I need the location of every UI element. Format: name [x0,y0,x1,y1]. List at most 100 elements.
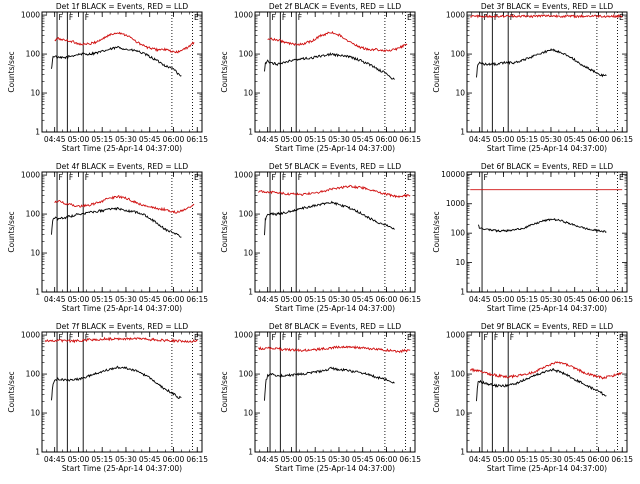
event-marker-label: F [85,333,89,342]
panel-det-5f: Det 5f BLACK = Events, RED = LLD 1 10 100 10… [220,162,421,313]
event-marker-label: F [69,333,73,342]
x-tick-label: 06:15 [399,135,421,144]
series-line-events [476,48,607,78]
series-line-lld [54,194,195,214]
x-tick-label: 05:45 [352,295,374,304]
x-tick-label: 06:15 [611,295,633,304]
series-line-lld [258,184,411,199]
y-tick-label: 100 [451,50,466,59]
panel-title: Det 2f BLACK = Events, RED = LLD [269,2,402,11]
y-tick-label: 10 [243,89,253,98]
y-tick-label: 1 [248,448,253,457]
plot-frame [41,331,203,453]
x-tick-label: 05:15 [91,295,113,304]
y-axis-label: Counts/sec [7,51,16,92]
panel-det-8f: Det 8f BLACK = Events, RED = LLD 1 10 100 10… [220,322,421,473]
event-marker-label: F [59,173,63,182]
y-axis-label: Counts/sec [220,51,229,92]
y-axis-label: Counts/sec [432,51,441,92]
y-tick-label: 1000 [21,11,40,20]
y-tick-label: 1 [35,448,40,457]
panel-det-6f: Det 6f BLACK = Events, RED = LLD 1 10 100 10… [432,162,633,313]
event-marker-label: F [59,13,63,22]
y-tick-label: 10 [455,409,465,418]
y-tick-label: 100 [451,229,466,238]
y-tick-label: 1000 [446,331,465,340]
panel-det-9f: Det 9f BLACK = Events, RED = LLD 1 10 100 10… [432,322,633,473]
x-tick-label: 04:45 [44,455,66,464]
y-axis-label: Counts/sec [432,371,441,412]
x-tick-label: 06:00 [163,455,185,464]
x-tick-label: 05:00 [281,455,303,464]
x-axis-label: Start Time (25-Apr-14 04:37:00) [62,464,182,473]
y-tick-label: 10 [455,258,465,267]
x-tick-label: 05:45 [564,135,586,144]
x-tick-label: 04:45 [469,295,491,304]
y-axis-label: Counts/sec [7,371,16,412]
x-tick-label: 06:15 [399,455,421,464]
y-tick-label: 10 [30,409,40,418]
x-tick-label: 05:15 [516,455,538,464]
x-tick-label: 05:15 [516,295,538,304]
x-tick-label: 06:00 [163,135,185,144]
x-tick-label: 06:15 [611,455,633,464]
event-marker-label: F [272,13,276,22]
panel-det-4f: Det 4f BLACK = Events, RED = LLD 1 10 100 10… [7,162,208,313]
y-tick-label: 1 [460,288,465,297]
x-tick-label: 05:30 [328,295,350,304]
panel-det-1f: Det 1f BLACK = Events, RED = LLD 1 10 100 10… [7,2,208,153]
x-tick-label: 05:45 [352,135,374,144]
x-tick-label: 04:45 [44,295,66,304]
x-tick-label: 05:45 [564,295,586,304]
panel-title: Det 4f BLACK = Events, RED = LLD [56,162,189,171]
x-tick-label: 05:00 [281,135,303,144]
y-tick-label: 10 [243,249,253,258]
y-axis-label: Counts/sec [220,211,229,252]
y-tick-label: 100 [26,210,41,219]
x-tick-label: 06:15 [186,455,208,464]
y-tick-label: 100 [239,210,254,219]
x-tick-label: 04:45 [469,135,491,144]
y-tick-label: 100 [239,50,254,59]
y-tick-label: 1000 [21,331,40,340]
y-axis-label: Counts/sec [7,211,16,252]
x-tick-label: 05:45 [352,455,374,464]
event-marker-label: F [69,13,73,22]
panel-title: Det 3f BLACK = Events, RED = LLD [481,2,614,11]
series-line-events [264,200,395,236]
event-marker-label: F [484,173,488,182]
series-line-events [264,52,395,80]
x-tick-label: 05:45 [139,135,161,144]
event-marker-label: E [194,333,199,342]
event-marker-label: F [85,13,89,22]
x-tick-label: 05:15 [91,455,113,464]
x-tick-label: 06:00 [163,295,185,304]
x-tick-label: 05:30 [115,295,137,304]
x-tick-label: 05:15 [516,135,538,144]
x-tick-label: 06:00 [376,135,398,144]
event-marker-label: F [510,333,514,342]
y-tick-label: 1000 [234,331,253,340]
event-marker-label: F [484,13,488,22]
x-tick-label: 05:00 [281,295,303,304]
y-tick-label: 1 [460,128,465,137]
x-tick-label: 04:45 [44,135,66,144]
y-tick-label: 1 [248,288,253,297]
x-tick-label: 05:30 [115,135,137,144]
series-line-events [51,45,182,77]
x-axis-label: Start Time (25-Apr-14 04:37:00) [275,144,395,153]
plot-frame [466,171,628,293]
event-marker-label: F [85,173,89,182]
x-axis-label: Start Time (25-Apr-14 04:37:00) [487,144,607,153]
y-tick-label: 1000 [21,171,40,180]
event-marker-label: E [194,13,199,22]
event-marker-label: E [407,173,412,182]
series-line-events [478,218,607,233]
y-tick-label: 1 [248,128,253,137]
x-tick-label: 06:00 [588,455,610,464]
x-axis-label: Start Time (25-Apr-14 04:37:00) [275,464,395,473]
x-tick-label: 06:00 [588,135,610,144]
x-tick-label: 05:00 [68,455,90,464]
panel-title: Det 8f BLACK = Events, RED = LLD [269,322,402,331]
